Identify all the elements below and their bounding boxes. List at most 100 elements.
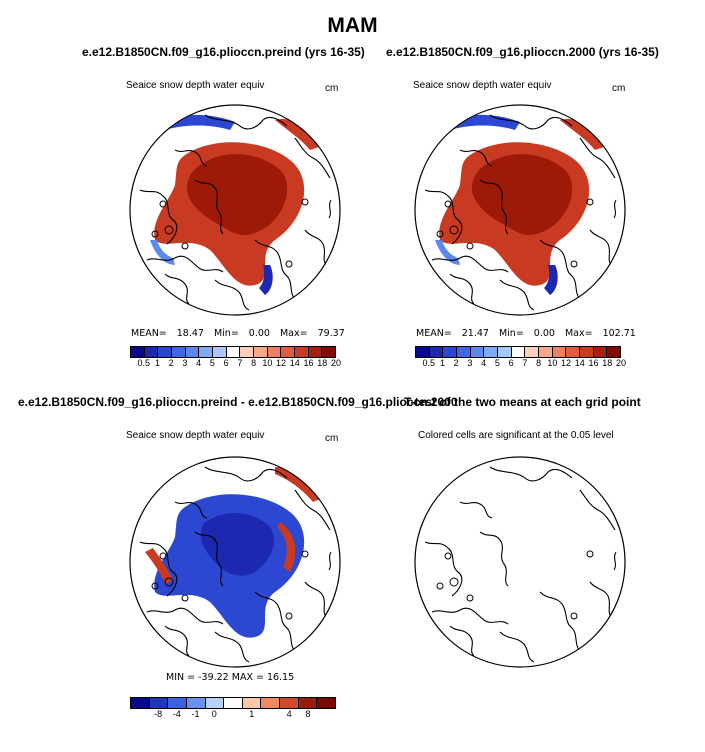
coastline — [424, 541, 463, 597]
difference-region — [275, 467, 325, 502]
colorbar-swatch — [552, 347, 567, 357]
stats-top-right: MEAN= 21.47 Min= 0.00 Max= 102.71 — [416, 328, 636, 339]
sea-ice-core — [471, 154, 573, 236]
colorbar-tick-label: 12 — [561, 358, 572, 368]
colorbar-tick-label: 4 — [481, 358, 487, 368]
units-label-top-right: cm — [612, 83, 626, 94]
sea-ice-region — [544, 265, 558, 295]
coastline — [499, 279, 535, 311]
coastline — [431, 255, 509, 273]
island — [285, 612, 293, 620]
coastline — [539, 591, 581, 653]
island — [466, 594, 474, 602]
coastline — [579, 489, 616, 531]
colorbar-tick-label: 1 — [439, 358, 445, 368]
colorbar-swatch — [240, 347, 255, 357]
coastline — [294, 137, 331, 179]
colorbar-swatch — [298, 698, 318, 708]
coastline — [328, 551, 332, 571]
island — [181, 594, 189, 602]
colorbar-top-right: 0.5 1 2 3 4 5 6 7 8 10 12 14 16 18 20 — [415, 346, 626, 370]
colorbar-tick-label: 4 — [196, 358, 202, 368]
colorbar-tick-label: 6 — [508, 358, 514, 368]
coastline — [304, 581, 328, 619]
island — [444, 552, 452, 560]
panel-title-top-left: e.e12.B1850CN.f09_g16.plioccn.preind (yr… — [82, 45, 365, 59]
colorbar-tick-label: 4 — [286, 709, 292, 719]
colorbar-swatch — [226, 347, 241, 357]
coastline — [449, 273, 475, 305]
colorbar-swatch — [172, 347, 186, 357]
colorbar-tick-label: 7 — [522, 358, 528, 368]
colorbar-swatch — [317, 698, 336, 708]
colorbar-swatch — [470, 347, 485, 357]
island — [570, 260, 578, 268]
colorbar-tick-label: 2 — [168, 358, 174, 368]
sea-ice-region — [275, 119, 325, 150]
coastline — [194, 531, 224, 587]
coastline — [194, 179, 224, 235]
coastline — [174, 149, 208, 167]
colorbar-tick-label: 16 — [303, 358, 314, 368]
map-border — [129, 456, 341, 668]
stats-bottom-left: MIN = -39.22 MAX = 16.15 — [166, 672, 295, 683]
coastline — [254, 591, 296, 653]
coastline — [449, 625, 475, 657]
coastline — [431, 607, 509, 625]
coastline — [613, 199, 617, 219]
colorbar-swatch — [224, 698, 243, 708]
map-border — [129, 104, 341, 316]
island — [449, 577, 459, 587]
island — [586, 198, 594, 206]
island — [159, 200, 167, 208]
colorbar-tick-label: 8 — [536, 358, 542, 368]
coastline — [589, 581, 613, 619]
colorbar-swatch — [498, 347, 512, 357]
panel-title-top-right: e.e12.B1850CN.f09_g16.plioccn.2000 (yrs … — [386, 45, 659, 59]
colorbar-swatch — [429, 347, 444, 357]
colorbar-swatch — [131, 698, 150, 708]
colorbar-tick-label: 0.5 — [422, 358, 435, 368]
panel-title-bottom-left: e.e12.B1850CN.f09_g16.plioccn.preind - e… — [18, 395, 458, 409]
colorbar-swatch — [149, 698, 169, 708]
colorbar-swatch — [185, 347, 200, 357]
coastline — [459, 501, 493, 519]
colorbar-tick-label: 5 — [209, 358, 215, 368]
page-title: MAM — [327, 14, 378, 37]
colorbar-tick-label: 10 — [262, 358, 273, 368]
coastline — [174, 501, 208, 519]
colorbar-swatch — [511, 347, 526, 357]
coastline — [146, 255, 224, 273]
coastline — [328, 199, 332, 219]
map-border — [414, 456, 626, 668]
coastline — [613, 551, 617, 571]
coastline — [589, 229, 613, 267]
island — [466, 242, 474, 250]
colorbar-swatch — [607, 347, 621, 357]
colorbar-swatch — [168, 698, 187, 708]
colorbar-tick-label: 16 — [588, 358, 599, 368]
coastline — [424, 189, 463, 245]
colorbar-tick-label: 0 — [211, 709, 217, 719]
coastline — [479, 179, 509, 235]
colorbar-swatch — [267, 347, 282, 357]
sea-ice-region — [259, 265, 273, 295]
colorbar-tick-label: 3 — [467, 358, 473, 368]
sea-ice-region — [560, 119, 610, 150]
sea-ice-region — [150, 240, 175, 265]
island — [444, 200, 452, 208]
colorbar-swatch — [593, 347, 608, 357]
island — [164, 577, 174, 587]
coastline — [214, 279, 250, 311]
island — [159, 552, 167, 560]
colorbar-tick-label: 8 — [305, 709, 311, 719]
colorbar-swatch — [158, 347, 173, 357]
panel-subtitle-top-left: Seaice snow depth water equiv — [126, 80, 265, 91]
units-label-top-left: cm — [325, 83, 339, 94]
colorbar-swatch — [131, 347, 145, 357]
island — [586, 550, 594, 558]
colorbar-tick-label: 14 — [574, 358, 585, 368]
colorbar-tick-label: 3 — [182, 358, 188, 368]
